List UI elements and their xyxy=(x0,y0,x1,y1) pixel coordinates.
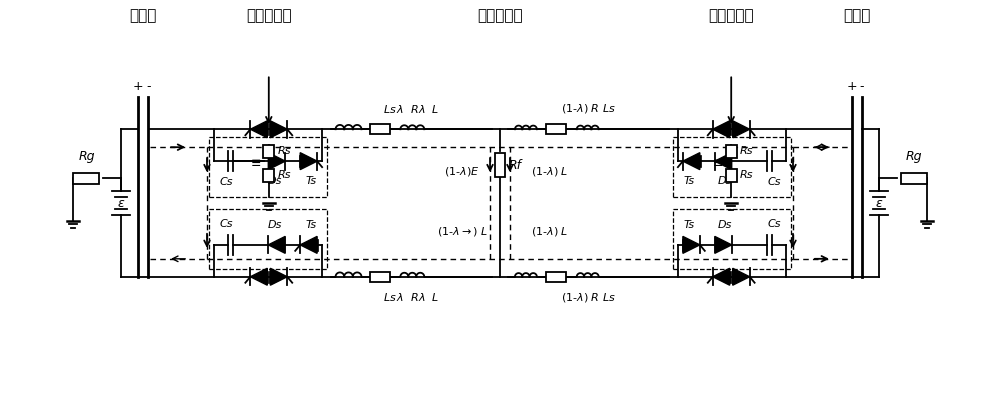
Polygon shape xyxy=(715,153,732,170)
Text: $(1\text{-}\lambda)E$: $(1\text{-}\lambda)E$ xyxy=(444,164,480,177)
Bar xyxy=(673,137,791,197)
Bar xyxy=(209,209,327,269)
Text: Rg: Rg xyxy=(78,150,95,163)
Polygon shape xyxy=(250,268,267,285)
Text: $Ls\,\lambda$  $R\lambda$  $L$: $Ls\,\lambda$ $R\lambda$ $L$ xyxy=(383,291,439,303)
Text: 电流检测点: 电流检测点 xyxy=(246,8,292,23)
Text: 母线二: 母线二 xyxy=(843,8,870,23)
Text: $\varepsilon$: $\varepsilon$ xyxy=(875,197,883,210)
Bar xyxy=(495,153,505,177)
Polygon shape xyxy=(733,268,750,285)
Text: Rs: Rs xyxy=(278,170,291,180)
Text: $(1\text{-}\lambda)\ L$: $(1\text{-}\lambda)\ L$ xyxy=(531,225,569,239)
Text: Ts: Ts xyxy=(684,176,695,186)
Bar xyxy=(726,145,737,158)
Polygon shape xyxy=(268,153,285,170)
Text: Rs: Rs xyxy=(740,170,754,180)
Text: Cs: Cs xyxy=(767,219,781,229)
Text: $Ls\,\lambda$  $R\lambda$  $L$: $Ls\,\lambda$ $R\lambda$ $L$ xyxy=(383,103,439,115)
Text: Ts: Ts xyxy=(305,220,316,230)
Text: $\varepsilon$: $\varepsilon$ xyxy=(117,197,125,210)
Text: Ts: Ts xyxy=(684,220,695,230)
Polygon shape xyxy=(713,121,730,138)
Polygon shape xyxy=(683,236,700,253)
Bar xyxy=(901,173,927,184)
Polygon shape xyxy=(270,121,287,138)
Bar xyxy=(546,272,566,282)
Text: +: + xyxy=(133,80,144,93)
Text: Ts: Ts xyxy=(305,176,316,186)
Text: ≡: ≡ xyxy=(713,157,723,170)
Polygon shape xyxy=(268,236,285,253)
Text: 短路设置点: 短路设置点 xyxy=(477,8,523,23)
Text: -: - xyxy=(146,80,150,93)
Polygon shape xyxy=(250,121,267,138)
Text: Ds: Ds xyxy=(718,220,732,230)
Bar xyxy=(370,124,390,134)
Polygon shape xyxy=(270,268,287,285)
Text: Ds: Ds xyxy=(268,220,282,230)
Bar xyxy=(673,209,791,269)
Text: -: - xyxy=(860,80,864,93)
Text: $(1\text{-}\lambda)\ R\ Ls$: $(1\text{-}\lambda)\ R\ Ls$ xyxy=(561,291,616,304)
Bar xyxy=(263,145,274,158)
Bar xyxy=(209,137,327,197)
Text: 母线一: 母线一 xyxy=(130,8,157,23)
Text: Cs: Cs xyxy=(219,219,233,229)
Text: ≡: ≡ xyxy=(250,157,261,170)
Polygon shape xyxy=(715,236,732,253)
Text: $(1\text{-}\lambda\rightarrow)\ L$: $(1\text{-}\lambda\rightarrow)\ L$ xyxy=(437,225,488,239)
Polygon shape xyxy=(300,153,317,170)
Bar xyxy=(546,124,566,134)
Polygon shape xyxy=(733,121,750,138)
Bar xyxy=(73,173,99,184)
Text: Rs: Rs xyxy=(278,146,291,156)
Text: Rs: Rs xyxy=(740,146,754,156)
Bar xyxy=(726,168,737,182)
Bar xyxy=(370,272,390,282)
Text: Cs: Cs xyxy=(219,177,233,187)
Text: Rg: Rg xyxy=(905,150,922,163)
Text: Ds: Ds xyxy=(268,176,282,186)
Text: Cs: Cs xyxy=(767,177,781,187)
Text: Ds: Ds xyxy=(718,176,732,186)
Text: $(1\text{-}\lambda)\ R\ Ls$: $(1\text{-}\lambda)\ R\ Ls$ xyxy=(561,102,616,115)
Bar xyxy=(263,168,274,182)
Text: +: + xyxy=(846,80,857,93)
Text: 电流检测点: 电流检测点 xyxy=(708,8,754,23)
Polygon shape xyxy=(683,153,700,170)
Text: Rf: Rf xyxy=(509,159,522,172)
Text: $(1\text{-}\lambda)\ L$: $(1\text{-}\lambda)\ L$ xyxy=(531,164,569,177)
Polygon shape xyxy=(300,236,317,253)
Polygon shape xyxy=(713,268,730,285)
